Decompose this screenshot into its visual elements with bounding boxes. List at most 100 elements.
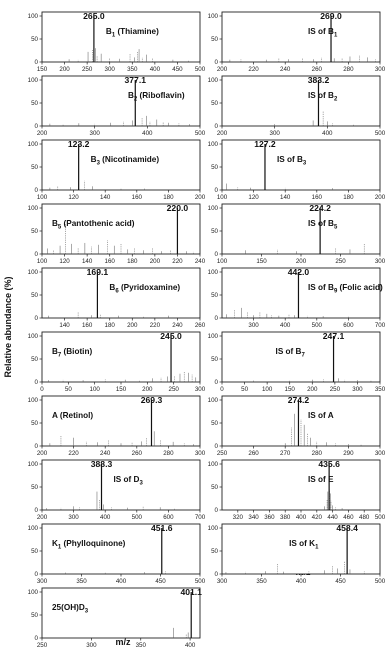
compound-name: A (Retinol) [52, 411, 93, 420]
compound-name: IS of B2 [308, 91, 338, 103]
compound-name: IS of B3 [277, 155, 307, 167]
y-tick-label: 100 [208, 77, 219, 84]
x-axis-title-left: m/z [115, 637, 131, 647]
peak-label: 269.3 [141, 395, 163, 405]
x-tick-label: 120 [68, 194, 79, 201]
peak-label: 274.2 [288, 395, 310, 405]
spectrum-panel-4: 0 50 100 200 300 400 500 383.2 IS of B2 [208, 75, 386, 137]
y-tick-label: 100 [28, 205, 39, 212]
y-tick-label: 100 [208, 333, 219, 340]
y-tick-label: 50 [211, 228, 218, 235]
y-tick-label: 0 [215, 187, 219, 194]
plot-frame [41, 75, 201, 127]
peak-label: 435.6 [318, 459, 340, 469]
peak-label: 451.6 [151, 523, 173, 533]
peak-label: 383.2 [308, 75, 330, 85]
x-tick-label: 300 [270, 130, 281, 137]
x-tick-label: 200 [150, 258, 161, 265]
x-tick-label: 160 [132, 194, 143, 201]
peak-label: 265.0 [83, 11, 105, 21]
x-tick-label: 290 [343, 450, 354, 457]
compound-name: B5 (Pantothenic acid) [52, 219, 135, 231]
peak-label: 245.0 [160, 331, 182, 341]
peak-label: 247.1 [323, 331, 345, 341]
plot-frame [221, 139, 381, 191]
x-tick-label: 350 [136, 642, 147, 649]
x-tick-label: 200 [195, 194, 206, 201]
x-tick-label: 150 [256, 258, 267, 265]
y-tick-label: 0 [215, 315, 219, 322]
x-tick-label: 400 [116, 578, 127, 585]
y-tick-label: 50 [31, 100, 38, 107]
compound-name: IS of B1 [308, 27, 338, 39]
x-tick-label: 120 [248, 194, 259, 201]
x-tick-label: 0 [220, 386, 224, 393]
x-tick-label: 180 [105, 322, 116, 329]
compound-name: B6 (Pyridoxamine) [109, 283, 180, 295]
plot-frame [221, 523, 381, 575]
peak-label: 377.1 [125, 75, 147, 85]
x-tick-label: 450 [155, 578, 166, 585]
spectrum-panel-11: 0 50 100 0 50 100 150 200 250 300 245.0 B7 (Biotin) [28, 331, 206, 393]
spectrum-panel-5: 0 50 100 100 120 140 160 180 200 123.2B3 (Nicotin… [28, 139, 206, 201]
y-tick-label: 50 [211, 36, 218, 43]
x-tick-label: 180 [343, 194, 354, 201]
y-tick-label: 0 [215, 571, 219, 578]
y-tick-label: 50 [31, 548, 38, 555]
x-tick-label: 600 [343, 322, 354, 329]
y-tick-label: 0 [35, 635, 39, 642]
x-tick-label: 100 [217, 194, 228, 201]
compound-name: IS of D3 [114, 475, 144, 487]
x-tick-label: 360 [264, 514, 275, 521]
x-tick-label: 160 [105, 258, 116, 265]
y-tick-label: 0 [215, 251, 219, 258]
x-tick-label: 500 [375, 130, 386, 137]
plot-frame [221, 75, 381, 127]
x-tick-label: 100 [217, 258, 228, 265]
x-tick-label: 400 [100, 514, 111, 521]
x-tick-label: 200 [127, 322, 138, 329]
y-tick-label: 100 [28, 397, 39, 404]
y-tick-label: 0 [215, 379, 219, 386]
x-tick-label: 300 [375, 66, 386, 73]
compound-name: IS of B9 (Folic acid) [308, 283, 383, 295]
x-tick-label: 320 [233, 514, 244, 521]
x-tick-label: 400 [280, 322, 291, 329]
x-tick-label: 240 [172, 322, 183, 329]
plot-frame [41, 587, 201, 639]
x-tick-label: 350 [76, 578, 87, 585]
x-tick-label: 450 [172, 66, 183, 73]
x-tick-label: 260 [195, 322, 206, 329]
x-tick-label: 300 [195, 450, 206, 457]
x-tick-label: 500 [375, 578, 386, 585]
x-tick-label: 350 [256, 578, 267, 585]
x-tick-label: 100 [37, 194, 48, 201]
compound-name: IS of A [308, 411, 334, 420]
x-tick-label: 400 [296, 578, 307, 585]
x-tick-label: 300 [248, 322, 259, 329]
x-tick-label: 300 [37, 578, 48, 585]
plot-frame [41, 139, 201, 191]
x-tick-label: 380 [280, 514, 291, 521]
y-tick-label: 100 [28, 461, 39, 468]
y-tick-label: 0 [215, 507, 219, 514]
spectrum-panel-17: 0 50 100 300 350 400 450 500 451.6 K1 (Phylloquin… [28, 523, 206, 585]
y-tick-label: 100 [208, 205, 219, 212]
x-tick-label: 200 [37, 130, 48, 137]
plot-frame [41, 395, 201, 447]
y-tick-label: 50 [31, 420, 38, 427]
plot-frame [221, 11, 381, 63]
x-tick-label: 300 [86, 642, 97, 649]
compound-name: B2 (Riboflavin) [128, 91, 185, 103]
x-tick-label: 500 [132, 514, 143, 521]
y-tick-label: 0 [35, 251, 39, 258]
x-tick-label: 300 [90, 130, 101, 137]
x-tick-label: 280 [163, 450, 174, 457]
x-tick-label: 400 [185, 642, 196, 649]
y-tick-label: 100 [208, 397, 219, 404]
spectrum-panel-1: 0 50 100 150 200 250 300 350 400 450 500 265.0B1 (T… [28, 11, 206, 73]
x-tick-label: 700 [375, 322, 386, 329]
compound-name: K1 (Phylloquinone) [52, 539, 126, 551]
